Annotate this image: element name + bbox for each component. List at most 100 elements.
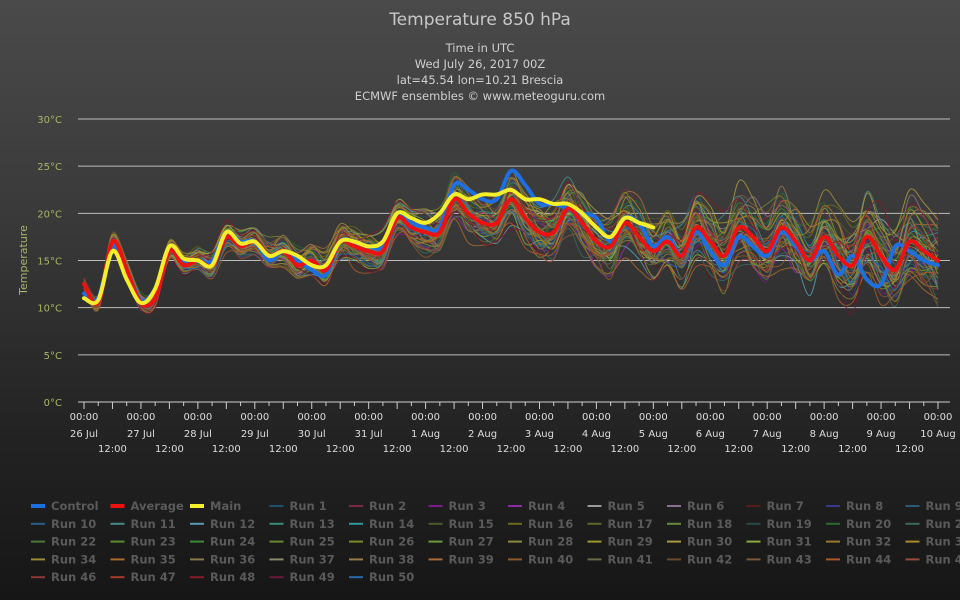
x-tick-date: 10 Aug bbox=[920, 429, 955, 440]
x-tick-time: 00:00 bbox=[70, 412, 99, 423]
legend-label: Main bbox=[210, 499, 241, 513]
ensemble-run-line bbox=[83, 188, 939, 300]
legend-item: Run 24 bbox=[190, 535, 255, 549]
legend-label: Run 14 bbox=[369, 517, 414, 531]
legend-item: Run 1 bbox=[269, 499, 327, 513]
legend-label: Run 19 bbox=[767, 517, 812, 531]
legend-item: Run 50 bbox=[349, 570, 414, 584]
x-tick-date: 8 Aug bbox=[810, 429, 839, 440]
legend-label: Run 13 bbox=[290, 517, 335, 531]
legend-label: Run 29 bbox=[608, 535, 653, 549]
legend-label: Run 7 bbox=[767, 499, 804, 513]
legend-item: Run 16 bbox=[508, 517, 573, 531]
x-tick-noon: 12:00 bbox=[497, 444, 526, 455]
legend-label: Run 28 bbox=[528, 535, 573, 549]
x-tick-time: 00:00 bbox=[183, 412, 212, 423]
legend-label: Run 23 bbox=[131, 535, 176, 549]
legend-label: Run 41 bbox=[608, 552, 653, 566]
legend-item: Run 9 bbox=[905, 499, 960, 513]
x-tick-date: 29 Jul bbox=[241, 429, 269, 440]
legend-item: Run 31 bbox=[746, 535, 812, 549]
legend-label: Run 3 bbox=[449, 499, 486, 513]
legend-item: Run 47 bbox=[110, 570, 176, 584]
legend-label: Run 15 bbox=[449, 517, 494, 531]
legend-label: Run 31 bbox=[767, 535, 812, 549]
legend-label: Run 37 bbox=[290, 552, 335, 566]
legend-item: Run 28 bbox=[508, 535, 573, 549]
ensemble-run-line bbox=[83, 192, 939, 311]
legend: Control Average Main Run 1 Run 2 Run 3 Run 4 Ru… bbox=[31, 499, 960, 584]
legend-item: Run 26 bbox=[349, 535, 414, 549]
x-tick-time: 00:00 bbox=[696, 412, 725, 423]
legend-item: Run 22 bbox=[31, 535, 96, 549]
x-tick-time: 00:00 bbox=[810, 412, 839, 423]
legend-label: Run 38 bbox=[369, 552, 414, 566]
legend-label: Control bbox=[51, 499, 99, 513]
legend-label: Run 8 bbox=[846, 499, 883, 513]
x-tick-noon: 12:00 bbox=[554, 444, 583, 455]
legend-item: Run 20 bbox=[826, 517, 891, 531]
legend-item: Run 42 bbox=[667, 552, 732, 566]
legend-item: Run 2 bbox=[349, 499, 406, 513]
legend-label: Run 9 bbox=[926, 499, 960, 513]
y-tick-label: 15°C bbox=[37, 257, 62, 268]
legend-item: Run 27 bbox=[428, 535, 494, 549]
legend-label: Run 39 bbox=[449, 552, 494, 566]
legend-item: Run 39 bbox=[428, 552, 494, 566]
y-tick-label: 5°C bbox=[44, 351, 62, 362]
main-series-layer bbox=[82, 168, 940, 308]
x-tick-time: 00:00 bbox=[297, 412, 326, 423]
legend-label: Run 11 bbox=[131, 517, 176, 531]
legend-label: Run 47 bbox=[131, 570, 176, 584]
legend-item: Run 10 bbox=[31, 517, 96, 531]
legend-label: Run 40 bbox=[528, 552, 573, 566]
legend-label: Run 34 bbox=[51, 552, 96, 566]
x-tick-noon: 12:00 bbox=[155, 444, 184, 455]
legend-item: Run 18 bbox=[667, 517, 732, 531]
x-tick-noon: 12:00 bbox=[440, 444, 469, 455]
x-tick-date: 4 Aug bbox=[582, 429, 611, 440]
legend-label: Run 16 bbox=[528, 517, 573, 531]
x-tick-date: 26 Jul bbox=[70, 429, 98, 440]
y-axis-label: Temperature bbox=[17, 225, 30, 296]
chart-title: Temperature 850 hPa bbox=[388, 10, 571, 30]
legend-item: Run 13 bbox=[269, 517, 335, 531]
legend-label: Run 10 bbox=[51, 517, 96, 531]
legend-item: Run 25 bbox=[269, 535, 335, 549]
x-tick-date: 9 Aug bbox=[867, 429, 896, 440]
legend-label: Run 22 bbox=[51, 535, 96, 549]
x-tick-time: 00:00 bbox=[127, 412, 156, 423]
legend-label: Run 32 bbox=[846, 535, 891, 549]
legend-item: Run 21 bbox=[905, 517, 960, 531]
legend-item: Average bbox=[110, 499, 184, 513]
legend-item: Run 35 bbox=[110, 552, 176, 566]
legend-item: Run 38 bbox=[349, 552, 414, 566]
x-tick-date: 31 Jul bbox=[355, 429, 383, 440]
legend-item: Run 17 bbox=[587, 517, 653, 531]
legend-label: Run 27 bbox=[449, 535, 494, 549]
x-tick-time: 00:00 bbox=[525, 412, 554, 423]
x-tick-time: 00:00 bbox=[240, 412, 269, 423]
y-tick-label: 25°C bbox=[37, 162, 62, 173]
legend-label: Run 24 bbox=[210, 535, 255, 549]
legend-label: Run 1 bbox=[290, 499, 327, 513]
legend-item: Run 44 bbox=[826, 552, 891, 566]
ensemble-run-line bbox=[83, 210, 939, 316]
y-tick-label: 0°C bbox=[44, 398, 62, 409]
legend-label: Run 20 bbox=[846, 517, 891, 531]
average-series-line bbox=[82, 196, 940, 308]
legend-item: Run 37 bbox=[269, 552, 335, 566]
legend-label: Run 35 bbox=[131, 552, 176, 566]
y-tick-label: 20°C bbox=[37, 209, 62, 220]
legend-label: Run 43 bbox=[767, 552, 812, 566]
legend-label: Run 18 bbox=[687, 517, 732, 531]
legend-label: Run 30 bbox=[687, 535, 732, 549]
x-tick-noon: 12:00 bbox=[781, 444, 810, 455]
legend-label: Run 5 bbox=[608, 499, 645, 513]
grid-layer: 0°C 5°C 10°C 15°C 20°C 25°C 30°C bbox=[37, 115, 950, 409]
x-tick-date: 2 Aug bbox=[468, 429, 497, 440]
legend-item: Run 6 bbox=[667, 499, 724, 513]
chart-subtitle-line: lat=45.54 lon=10.21 Brescia bbox=[397, 73, 564, 87]
y-tick-label: 30°C bbox=[37, 115, 62, 126]
